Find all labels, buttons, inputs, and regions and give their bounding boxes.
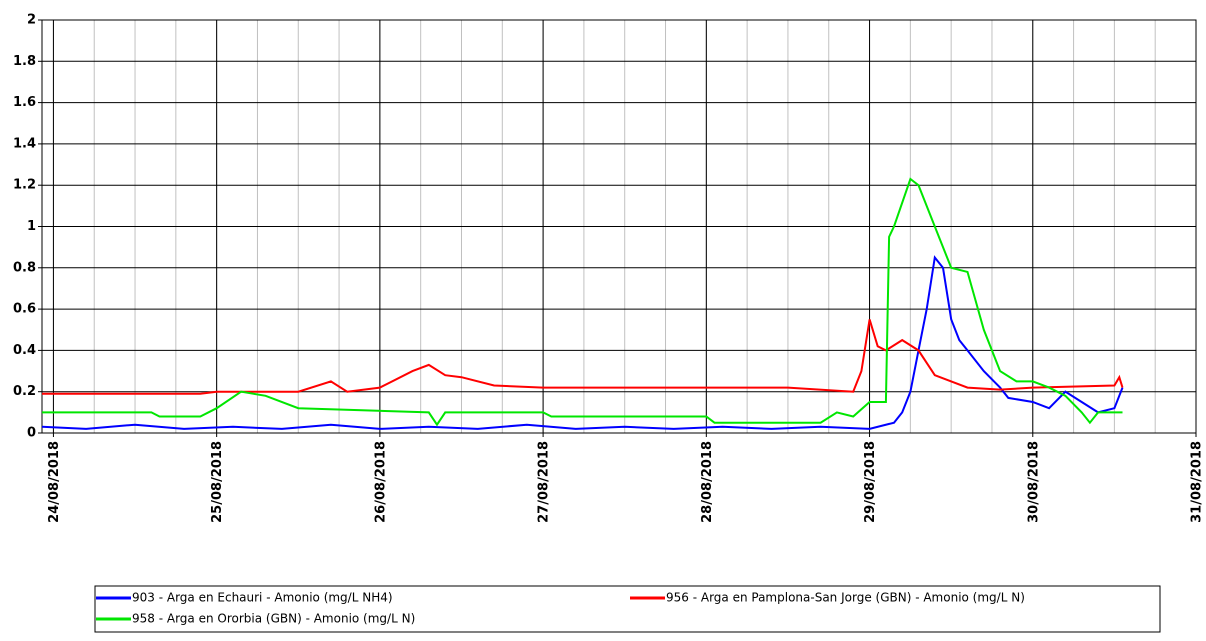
- x-tick-label: 24/08/2018: [47, 441, 62, 523]
- legend-box: [94, 585, 1161, 633]
- legend-label: 956 - Arga en Pamplona-San Jorge (GBN) -…: [666, 591, 1025, 605]
- y-tick-label: 0.8: [13, 260, 36, 275]
- y-tick-label: 1.8: [13, 54, 36, 69]
- plot-frame: [41, 19, 1197, 434]
- y-tick-label: 1.6: [13, 95, 36, 110]
- y-tick-label: 0.6: [13, 302, 36, 317]
- series-line: [42, 319, 1124, 395]
- x-tick-label: 30/08/2018: [1026, 441, 1041, 523]
- y-tick-label: 0: [27, 426, 36, 441]
- y-tick-label: 0.2: [13, 384, 36, 399]
- y-tick-label: 1.4: [13, 136, 36, 151]
- x-tick-label: 27/08/2018: [537, 441, 552, 523]
- y-tick-label: 0.4: [13, 343, 36, 358]
- x-tick-label: 29/08/2018: [863, 441, 878, 523]
- x-tick-label: 25/08/2018: [210, 441, 225, 523]
- y-tick-label: 1.2: [13, 178, 36, 193]
- series-line: [42, 177, 1123, 427]
- legend-label: 958 - Arga en Ororbia (GBN) - Amonio (mg…: [132, 612, 415, 626]
- y-tick-label: 1: [27, 219, 36, 234]
- y-tick-label: 2: [27, 13, 36, 28]
- series-line: [41, 255, 1124, 430]
- legend-label: 903 - Arga en Echauri - Amonio (mg/L NH4…: [132, 591, 393, 605]
- x-tick-label: 31/08/2018: [1190, 441, 1205, 523]
- x-tick-label: 26/08/2018: [373, 441, 388, 523]
- x-tick-label: 28/08/2018: [700, 441, 715, 523]
